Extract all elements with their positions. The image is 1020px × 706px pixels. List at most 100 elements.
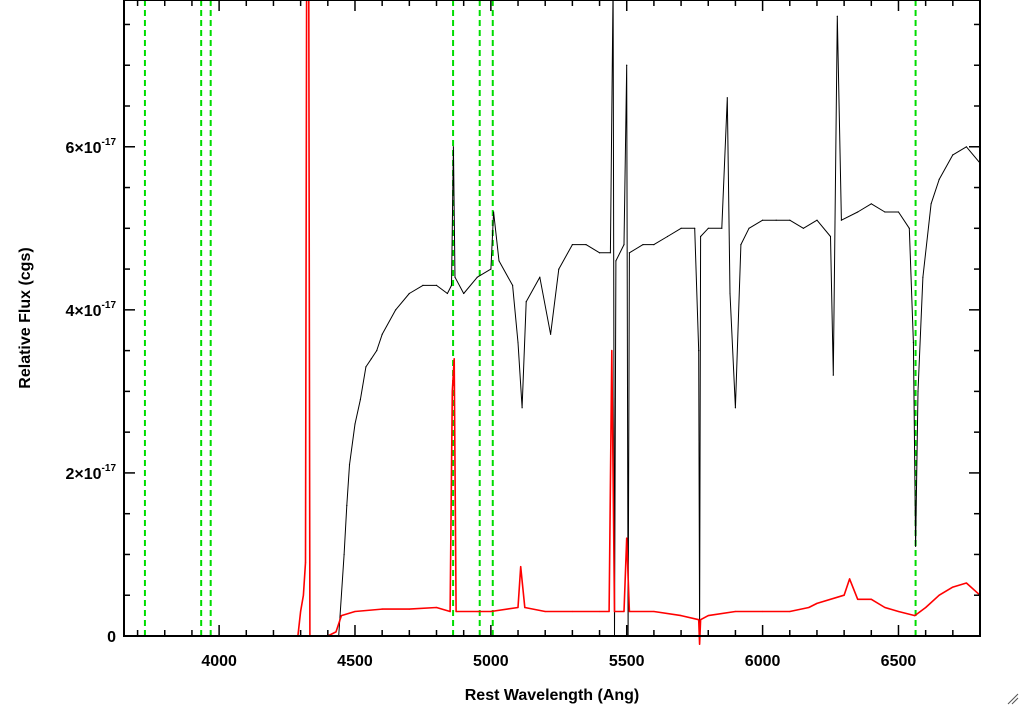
series-0-point [343, 553, 345, 556]
series-1-point [680, 615, 682, 617]
series-1-point [613, 610, 616, 613]
series-0-point [836, 15, 838, 17]
series-0-point [626, 64, 628, 66]
series-1-point [734, 610, 737, 613]
series-0-point [762, 219, 764, 221]
series-0-point [789, 219, 791, 221]
series-0-point [609, 252, 612, 254]
plot-frame [123, 0, 981, 637]
series-1-point [808, 606, 810, 609]
series-0-point [498, 260, 500, 262]
series-0-point [721, 227, 723, 229]
series-0-point [734, 407, 737, 409]
series-1-point [449, 610, 451, 613]
series-0-point [666, 235, 669, 238]
series-1-point [707, 615, 709, 617]
series-0-point [740, 244, 742, 246]
y-tick-label: 4×10-17 [66, 300, 117, 320]
series-1-point [520, 566, 522, 568]
series-0-point [490, 268, 492, 270]
series-1-point [952, 586, 954, 588]
series-0-point [370, 358, 372, 360]
series-1-point [870, 598, 872, 600]
x-tick-label: 6000 [745, 653, 781, 670]
series-0-point [525, 301, 527, 303]
series-0-point [748, 227, 750, 229]
series-0-point [915, 545, 917, 547]
series-0-point [952, 154, 954, 156]
series-0-point [938, 178, 940, 180]
series-0-point [435, 284, 438, 286]
x-tick-label: 6500 [881, 653, 917, 670]
x-axis: 4000 4500 5000 5500 6000 6500 [136, 0, 981, 670]
series-1-point [843, 594, 845, 596]
series-1-point [608, 610, 610, 613]
series-1-point [884, 606, 886, 609]
y-tick-label: 2×10-17 [66, 463, 117, 483]
series-0-point [517, 341, 519, 344]
series-1-point [453, 358, 455, 360]
series-0-point [912, 341, 915, 344]
series-0-point [870, 203, 872, 205]
series-0-point [454, 276, 456, 278]
x-tick-label: 4000 [201, 653, 237, 670]
series-0-point [694, 227, 696, 229]
series-0-point [511, 284, 514, 286]
series-1-point [699, 643, 701, 645]
series-1-point [623, 610, 625, 613]
series-0-point [884, 211, 886, 213]
series-0-point [908, 227, 910, 229]
series-1-point [857, 598, 859, 600]
series-1-point [354, 610, 356, 613]
series-0-point [550, 333, 552, 335]
series-0-point [348, 464, 351, 466]
series-line-0 [124, 0, 981, 637]
series-1-point [408, 608, 410, 610]
series-0-point [922, 276, 924, 278]
series-1-point [300, 610, 302, 613]
resize-grip-icon[interactable] [1007, 693, 1019, 705]
series-0-point [571, 244, 574, 246]
series-0-point [450, 284, 453, 286]
series-1-point [698, 619, 700, 621]
series-1-point [381, 608, 383, 610]
series-1-point [700, 619, 702, 621]
series-0-point [354, 423, 356, 425]
series-1-point [628, 610, 631, 613]
y-tick-label: 0 [107, 629, 116, 646]
series-1-point [340, 615, 342, 617]
series-0-point [832, 374, 834, 376]
series-0-point [775, 219, 777, 221]
series-0-point [897, 211, 900, 213]
x-axis-label: Rest Wavelength (Ang) [465, 687, 640, 704]
series-1-point [435, 606, 438, 609]
series-0-point [802, 227, 805, 229]
y-tick-label: 6×10-17 [66, 137, 117, 157]
series-1-point [653, 610, 655, 613]
series-1-point [524, 606, 526, 609]
series-0-point [965, 146, 968, 148]
x-tick-label: 5500 [609, 653, 645, 670]
series-0-point [558, 268, 560, 270]
series-1-point [599, 610, 601, 613]
series-0-point [493, 211, 495, 213]
series-1-point [490, 610, 492, 613]
series-0-point [359, 398, 361, 401]
series-0-point [422, 284, 424, 286]
series-1-point [816, 602, 818, 605]
series-0-point [642, 244, 644, 246]
series-1-point [965, 582, 968, 584]
series-0-point [680, 227, 682, 229]
series-0-point [653, 244, 655, 246]
series-0-point [365, 366, 367, 368]
series-line-1 [124, 0, 981, 645]
y-axis-label: Relative Flux (cgs) [17, 247, 34, 388]
x-tick-label: 5000 [473, 653, 509, 670]
series-1-point [517, 606, 519, 609]
series-1-point [626, 537, 628, 539]
series-1-point [451, 390, 453, 392]
series-1-point [544, 610, 546, 613]
series-1-point [849, 578, 851, 580]
series-1-point [938, 594, 940, 596]
series-0-point [857, 211, 859, 213]
